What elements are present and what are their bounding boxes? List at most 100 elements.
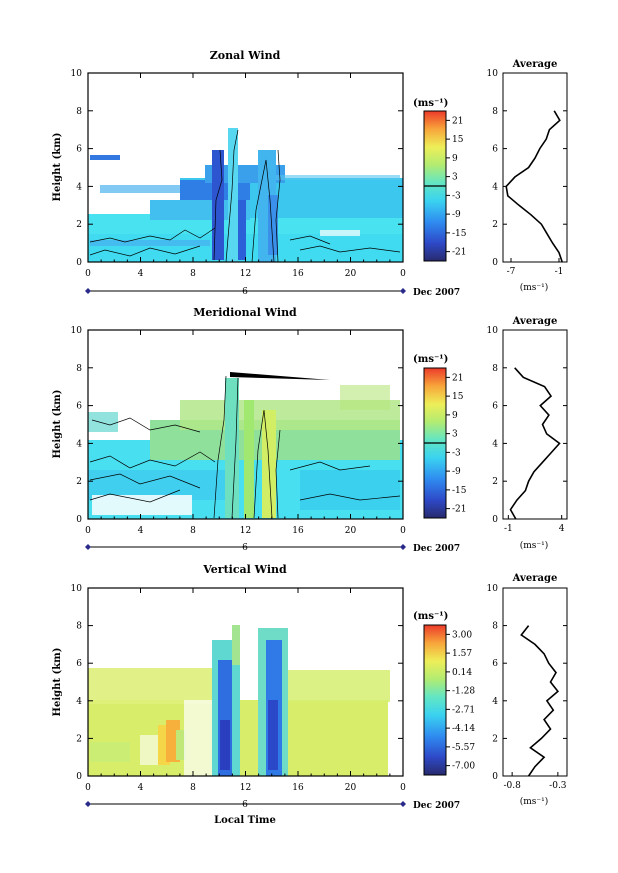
y-tick-label: 2	[76, 220, 82, 230]
meridional-yticks: 0 2 4 6 8 10	[71, 326, 403, 525]
y-tick-label: 0	[76, 258, 82, 268]
avg-y-tick-label: 10	[487, 326, 499, 336]
avg-y-tick-label: 0	[492, 258, 498, 268]
colorbar-tick-label: 9	[452, 411, 458, 421]
meridional-avg-frame	[502, 329, 568, 520]
meridional-avg-title: Average	[512, 316, 558, 327]
average-profile-line	[509, 367, 561, 520]
y-tick-label: 6	[76, 402, 82, 412]
vertical-avg-title: Average	[512, 573, 558, 584]
x-tick-label: 0	[400, 783, 406, 793]
y-tick-label: 10	[71, 584, 83, 594]
colorbar-tick-label: -7.00	[452, 762, 475, 772]
meridional-date-day: 6	[242, 543, 248, 553]
x-tick-label: 20	[345, 783, 357, 793]
zonal-avg-title: Average	[512, 59, 558, 70]
avg-y-tick-label: 4	[492, 439, 498, 449]
avg-y-tick-label: 6	[492, 659, 498, 669]
y-tick-label: 6	[76, 659, 82, 669]
x-tick-label: 16	[292, 783, 304, 793]
zonal-date-axis: 6 Dec 2007	[85, 287, 460, 298]
avg-y-tick-label: 10	[487, 69, 499, 79]
x-tick-label: 8	[190, 783, 196, 793]
vertical-cb-unit: (ms⁻¹)	[413, 611, 448, 622]
avg-y-tick-label: 10	[487, 584, 499, 594]
y-tick-label: 4	[76, 697, 82, 707]
y-tick-label: 2	[76, 734, 82, 744]
colorbar-tick-label: -3	[452, 191, 461, 201]
x-tick-label: 16	[292, 269, 304, 279]
x-tick-label: 0	[400, 526, 406, 536]
colorbar-tick-label: -21	[452, 505, 467, 515]
vertical-ylabel: Height (km)	[52, 648, 63, 717]
x-tick-label: 8	[190, 269, 196, 279]
colorbar-tick-label: 3	[452, 173, 458, 183]
avg-y-tick-label: 2	[492, 220, 498, 230]
x-tick-label: 0	[400, 269, 406, 279]
y-tick-label: 0	[76, 772, 82, 782]
vertical-date-axis: 6 Dec 2007	[85, 800, 460, 811]
avg-y-tick-label: 0	[492, 772, 498, 782]
avg-y-tick-label: 8	[492, 364, 498, 374]
meridional-avg-unit: (ms⁻¹)	[520, 540, 549, 551]
average-profile-line	[520, 625, 560, 777]
vertical-colorbar: (ms⁻¹) 3.00 1.57 0.14 -1.28 -2.71 -4.14 -5.57 -…	[413, 611, 475, 776]
average-profile-line	[505, 110, 563, 263]
avg-y-tick-label: 6	[492, 402, 498, 412]
colorbar-tick-label: -15	[452, 229, 467, 239]
zonal-xticks: 0 4 8 12 16 20 0	[85, 73, 406, 279]
meridional-date-axis: 6 Dec 2007	[85, 543, 460, 554]
colorbar-tick-label: 3.00	[452, 630, 472, 640]
x-axis-label: Local Time	[214, 815, 276, 826]
meridional-contours	[89, 375, 401, 519]
zonal-ylabel: Height (km)	[52, 133, 63, 202]
zonal-title: Zonal Wind	[210, 49, 281, 62]
meridional-cb-unit: (ms⁻¹)	[413, 354, 448, 365]
zonal-heatmap	[88, 73, 403, 262]
zonal-yticks: 0 2 4 6 8 10	[71, 69, 403, 268]
vertical-date-day: 6	[242, 800, 248, 810]
x-tick-label: 0	[85, 526, 91, 536]
vertical-heatmap	[88, 588, 403, 776]
y-tick-label: 10	[71, 326, 83, 336]
avg-y-tick-label: 2	[492, 734, 498, 744]
vertical-yticks: 0 2 4 6 8 10	[71, 584, 403, 782]
y-tick-label: 2	[76, 477, 82, 487]
avg-x-tick-label: -0.8	[503, 781, 521, 791]
x-tick-label: 0	[85, 783, 91, 793]
avg-y-tick-label: 4	[492, 697, 498, 707]
vertical-average-panel: Average 0 2 4 6 8 10 -0.8 -0.3 (ms⁻¹)	[487, 573, 568, 807]
avg-y-tick-label: 8	[492, 107, 498, 117]
avg-y-tick-label: 2	[492, 477, 498, 487]
vertical-title: Vertical Wind	[202, 563, 287, 576]
y-tick-label: 0	[76, 515, 82, 525]
avg-y-tick-label: 6	[492, 145, 498, 155]
meridional-title: Meridional Wind	[193, 306, 297, 319]
zonal-contours	[89, 129, 401, 262]
colorbar-tick-label: -9	[452, 467, 461, 477]
colorbar-tick-label: 15	[452, 135, 464, 145]
colorbar-tick-label: 1.57	[452, 649, 472, 659]
meridional-heatmap	[88, 330, 403, 519]
zonal-average-panel: Average 0 2 4 6 8 10 -7 -1 (ms⁻¹)	[487, 59, 568, 293]
zonal-cb-unit: (ms⁻¹)	[413, 98, 448, 109]
x-tick-label: 20	[345, 269, 357, 279]
y-tick-label: 8	[76, 364, 82, 374]
zonal-colorbar: (ms⁻¹) 21 15 9 3 -3 -9 -15 -21	[413, 98, 467, 262]
colorbar-tick-label: -21	[452, 248, 467, 258]
vertical-avg-frame	[502, 587, 568, 777]
meridional-colorbar: (ms⁻¹) 21 15 9 3 -3 -9 -15 -21	[413, 354, 467, 519]
x-tick-label: 20	[345, 526, 357, 536]
colorbar-tick-label: -2.71	[452, 705, 475, 715]
avg-x-tick-label: -7	[507, 267, 516, 277]
y-tick-label: 6	[76, 145, 82, 155]
x-tick-label: 0	[85, 269, 91, 279]
zonal-avg-unit: (ms⁻¹)	[520, 282, 549, 293]
x-tick-label: 12	[240, 526, 251, 536]
x-tick-label: 4	[138, 269, 144, 279]
colorbar-tick-label: -4.14	[452, 724, 475, 734]
zonal-avg-frame	[502, 72, 568, 263]
y-tick-label: 8	[76, 622, 82, 632]
x-tick-label: 12	[240, 269, 251, 279]
